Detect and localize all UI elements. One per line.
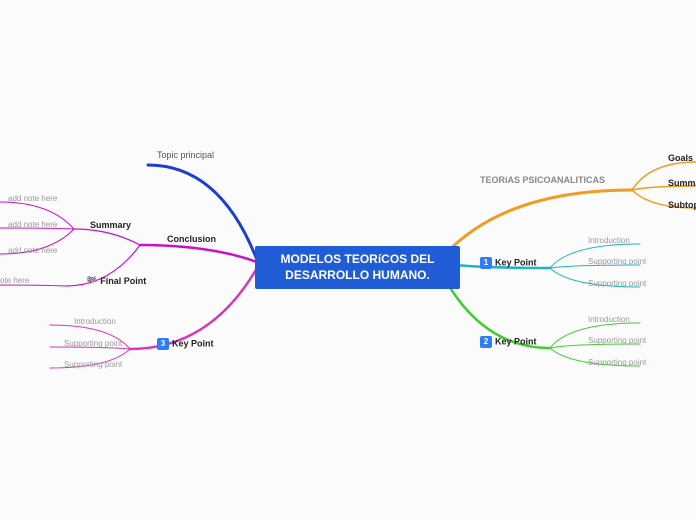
badge-icon: 3 — [157, 338, 169, 350]
node-label: Summary — [90, 220, 131, 230]
node-label: Supporting point — [588, 257, 646, 266]
node-conclusion-child[interactable]: add note here — [8, 246, 57, 255]
node-label: Introduction — [588, 236, 630, 245]
node-label: Final Point — [100, 276, 146, 286]
node-kp1-child[interactable]: Supporting point — [588, 257, 646, 266]
node-label: TEORíAS PSICOANALITICAS — [480, 175, 605, 185]
node-kp2-child[interactable]: Introduction — [588, 315, 630, 324]
center-line2: DESARROLLO HUMANO. — [285, 268, 430, 282]
node-conclusion[interactable]: Conclusion — [167, 234, 216, 244]
flag-icon: 🏁 — [86, 276, 97, 287]
node-kp1-child[interactable]: Introduction — [588, 236, 630, 245]
node-label: Supporting point — [588, 336, 646, 345]
node-teorias-child[interactable]: Subtopic — [668, 200, 696, 210]
node-teorias-child[interactable]: Summary — [668, 178, 696, 188]
node-label: Key Point — [172, 338, 214, 348]
node-conclusion-child[interactable]: add note here — [8, 220, 57, 229]
node-kp3[interactable]: 3Key Point — [157, 338, 214, 350]
node-kp3-child[interactable]: Supporting point — [64, 339, 122, 348]
node-conclusion-child[interactable]: Summary — [90, 220, 131, 230]
node-conclusion-child[interactable]: add note here — [8, 194, 57, 203]
node-teorias-child[interactable]: Goals — [668, 153, 693, 163]
node-label: Introduction — [588, 315, 630, 324]
node-label: add note here — [8, 246, 57, 255]
node-label: add note here — [8, 220, 57, 229]
node-kp1-child[interactable]: Supporting point — [588, 279, 646, 288]
badge-icon: 2 — [480, 336, 492, 348]
node-label: ote here — [0, 276, 29, 285]
node-label: Subtopic — [668, 200, 696, 210]
center-node[interactable]: MODELOS TEORíCOS DEL DESARROLLO HUMANO. — [255, 246, 460, 289]
node-conclusion-child[interactable]: ote here — [0, 276, 29, 285]
node-label: Supporting point — [588, 358, 646, 367]
node-kp1[interactable]: 1Key Point — [480, 257, 537, 269]
node-label: add note here — [8, 194, 57, 203]
node-kp3-child[interactable]: Supporting point — [64, 360, 122, 369]
node-kp3-child[interactable]: Introduction — [74, 317, 116, 326]
badge-icon: 1 — [480, 257, 492, 269]
node-topic[interactable]: Topic principal — [157, 150, 214, 160]
node-label: Supporting point — [588, 279, 646, 288]
node-label: Goals — [668, 153, 693, 163]
node-label: Key Point — [495, 336, 537, 346]
node-label: Introduction — [74, 317, 116, 326]
node-label: Conclusion — [167, 234, 216, 244]
node-label: Summary — [668, 178, 696, 188]
node-kp2[interactable]: 2Key Point — [480, 336, 537, 348]
node-label: Topic principal — [157, 150, 214, 160]
node-kp2-child[interactable]: Supporting point — [588, 358, 646, 367]
node-label: Supporting point — [64, 360, 122, 369]
center-line1: MODELOS TEORíCOS DEL — [280, 252, 434, 266]
node-teorias[interactable]: TEORíAS PSICOANALITICAS — [480, 175, 605, 185]
node-kp2-child[interactable]: Supporting point — [588, 336, 646, 345]
node-label: Key Point — [495, 257, 537, 267]
node-label: Supporting point — [64, 339, 122, 348]
node-conclusion-child[interactable]: 🏁Final Point — [86, 276, 146, 287]
